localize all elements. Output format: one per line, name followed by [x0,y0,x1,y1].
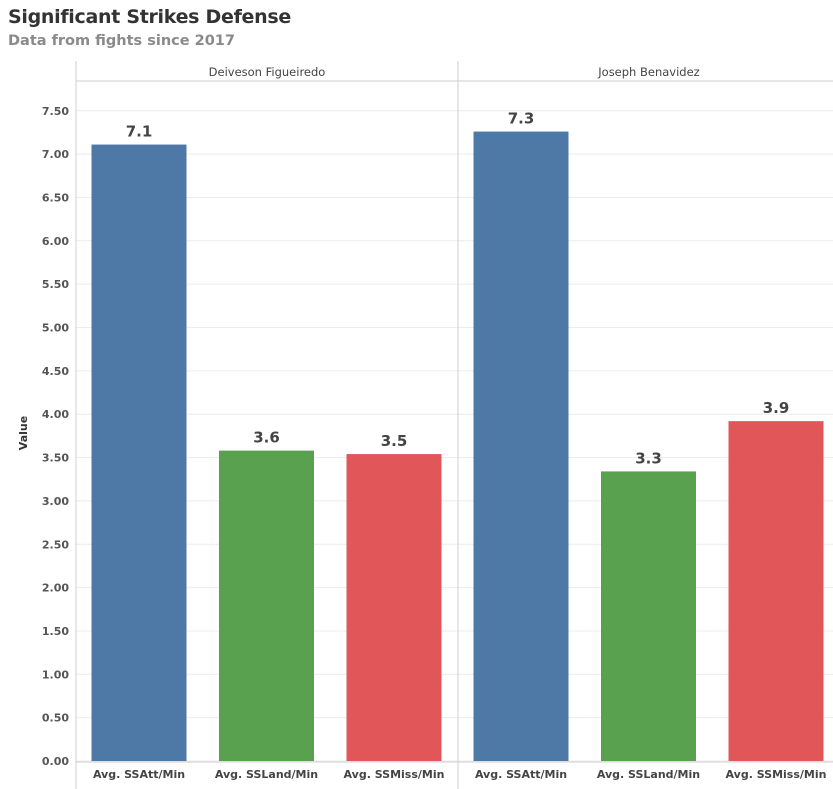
gridlines [76,110,833,762]
y-tick-label: 4.00 [42,408,69,421]
chart-panels: Deiveson Figueiredo 7.1 Avg. SSAtt/Min 3.6 A… [91,61,827,789]
data-label: 3.9 [763,399,790,417]
data-label: 3.5 [381,432,408,450]
y-tick-label: 0.00 [42,755,69,768]
x-tick-label: Avg. SSLand/Min [597,768,700,781]
x-tick-label: Avg. SSMiss/Min [726,768,827,781]
chart-subtitle: Data from fights since 2017 [8,33,235,49]
bar [91,144,187,762]
bar [473,131,569,762]
x-tick-label: Avg. SSLand/Min [215,768,318,781]
y-tick-label: 5.50 [42,278,69,291]
panel: Joseph Benavidez 7.3 Avg. SSAtt/Min 3.3 Avg.… [457,61,827,789]
y-tick-label: 3.50 [42,452,69,465]
data-label: 3.3 [635,449,662,467]
panel-header-label: Joseph Benavidez [597,65,699,79]
bar [728,421,824,761]
data-label: 7.1 [126,123,153,141]
panel-header-label: Deiveson Figueiredo [209,65,326,79]
y-tick-label: 3.00 [42,495,69,508]
y-tick-label: 1.00 [42,668,69,681]
y-tick-label: 2.00 [42,582,69,595]
bar [346,454,442,761]
bar [219,450,314,761]
chart-frame [75,61,833,789]
bar [601,471,696,761]
y-tick-label: 1.50 [42,625,69,638]
y-tick-label: 5.00 [42,322,69,335]
data-label: 7.3 [508,110,535,128]
y-tick-label: 0.50 [42,712,69,725]
y-tick-label: 4.50 [42,365,69,378]
y-axis-ticks: 0.00 0.50 1.00 1.50 2.00 2.50 3.00 3.50 4.00 4.50… [42,105,69,768]
y-tick-label: 7.50 [42,105,69,118]
y-tick-label: 7.00 [42,148,69,161]
y-tick-label: 6.00 [42,235,69,248]
y-tick-label: 2.50 [42,538,69,551]
y-tick-label: 6.50 [42,191,69,204]
x-tick-label: Avg. SSAtt/Min [93,768,185,781]
data-label: 3.6 [253,429,280,447]
x-tick-label: Avg. SSAtt/Min [475,768,567,781]
y-axis-label: Value [17,416,30,450]
chart-title: Significant Strikes Defense [8,6,291,28]
x-tick-label: Avg. SSMiss/Min [344,768,445,781]
panel: Deiveson Figueiredo 7.1 Avg. SSAtt/Min 3.6 A… [91,65,445,781]
